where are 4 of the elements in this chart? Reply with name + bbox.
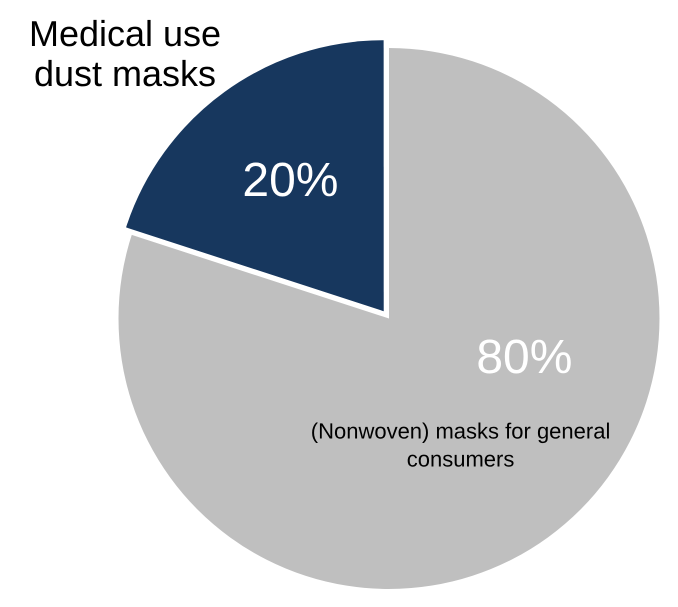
- slice-label: (Nonwoven) masks for general consumers: [310, 418, 610, 472]
- data-label: 20%: [242, 154, 338, 208]
- slice-label: Medical use dust masks: [28, 12, 222, 94]
- data-label: 80%: [476, 331, 572, 384]
